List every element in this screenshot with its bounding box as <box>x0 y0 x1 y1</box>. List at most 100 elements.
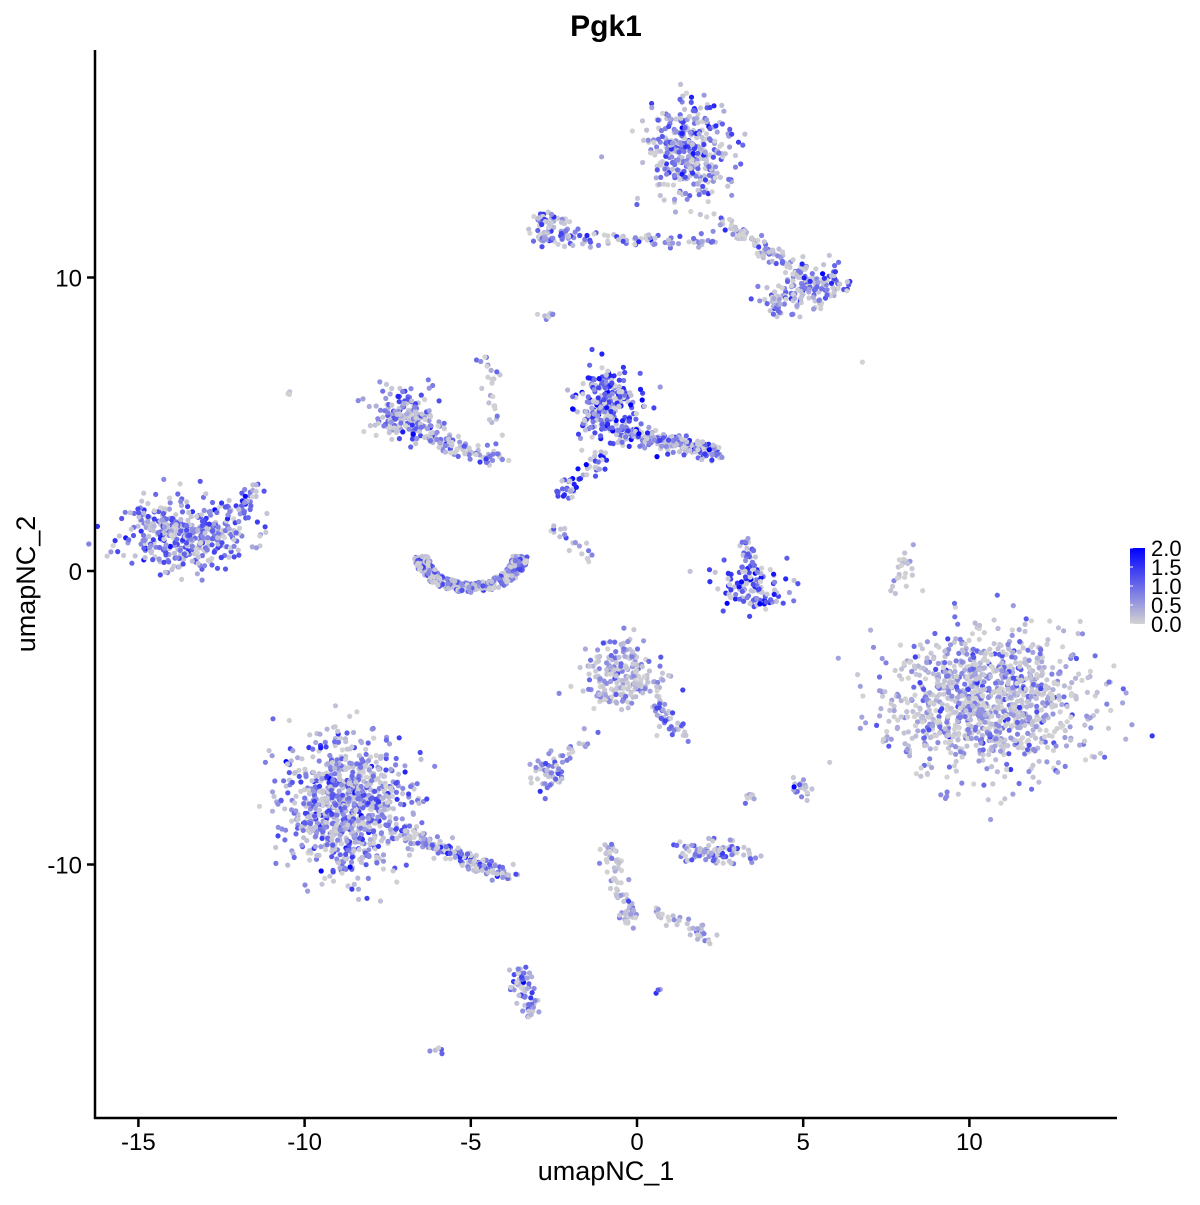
cell-point <box>939 706 945 712</box>
cell-point <box>993 667 1000 674</box>
cell-point <box>584 399 590 405</box>
cell-point <box>387 391 393 397</box>
cell-point <box>1057 658 1063 664</box>
cell-point <box>892 667 898 674</box>
cell-point <box>206 521 212 527</box>
cell-point <box>917 680 923 686</box>
cell-point <box>673 116 679 122</box>
cell-point <box>1003 671 1009 677</box>
cell-point <box>721 557 727 563</box>
cell-point <box>1069 680 1075 686</box>
cell-point <box>1017 639 1023 645</box>
cell-point <box>513 871 519 877</box>
cell-point <box>325 761 331 767</box>
cell-point <box>346 795 352 801</box>
cell-point <box>789 311 795 318</box>
cell-point <box>1022 660 1028 666</box>
cell-point <box>347 864 353 870</box>
cell-point <box>352 839 358 845</box>
cell-point <box>371 828 377 834</box>
cell-point <box>688 99 694 105</box>
cell-point <box>651 405 657 411</box>
cell-point <box>432 567 438 573</box>
cell-point <box>197 478 203 484</box>
cell-point <box>403 862 409 868</box>
cell-point <box>709 189 715 195</box>
cell-point <box>286 717 292 724</box>
cell-point <box>415 840 421 846</box>
cell-point <box>389 385 395 392</box>
cell-point <box>1082 757 1089 763</box>
cell-point <box>381 807 387 813</box>
cell-point <box>1050 747 1057 754</box>
cell-point <box>344 838 350 844</box>
cell-point <box>319 835 325 842</box>
cell-point <box>408 783 414 790</box>
cell-point <box>587 424 594 430</box>
cell-point <box>131 510 137 516</box>
cell-point <box>393 762 399 768</box>
cell-point <box>1056 693 1062 699</box>
cell-point <box>209 499 216 506</box>
cell-point <box>828 273 835 279</box>
cell-point <box>419 820 425 826</box>
cell-point <box>605 421 611 427</box>
cell-point <box>1007 663 1014 669</box>
cell-point <box>307 820 313 827</box>
cell-point <box>710 238 716 244</box>
cell-point <box>1026 742 1032 748</box>
cell-point <box>714 451 721 457</box>
cell-point <box>194 550 200 556</box>
cell-point <box>998 737 1004 743</box>
cell-point <box>273 844 279 851</box>
cell-point <box>905 729 912 735</box>
cell-point <box>652 241 658 247</box>
cell-point <box>796 274 802 280</box>
cell-point <box>835 655 841 661</box>
cell-point <box>490 393 496 400</box>
cell-point <box>1123 690 1129 696</box>
cell-point <box>770 247 776 253</box>
cell-point <box>157 572 163 578</box>
cell-point <box>409 799 415 805</box>
cell-point <box>104 553 110 559</box>
cell-point <box>664 150 670 156</box>
cell-point <box>310 746 316 752</box>
cell-point <box>1004 761 1010 767</box>
cell-point <box>166 559 172 565</box>
cell-point <box>400 400 407 407</box>
cell-point <box>644 436 650 442</box>
cell-point <box>588 657 594 663</box>
cell-point <box>366 852 372 859</box>
cell-point <box>359 815 366 821</box>
cell-point <box>904 746 910 753</box>
cell-point <box>644 127 650 133</box>
cell-point <box>1030 746 1037 753</box>
cell-point <box>939 701 945 707</box>
cell-point <box>619 389 625 395</box>
cell-point <box>506 457 512 463</box>
cell-point <box>663 161 670 167</box>
cell-point <box>411 829 417 836</box>
cell-point <box>422 416 428 422</box>
cell-point <box>219 500 225 506</box>
cell-point <box>686 239 692 245</box>
cell-point <box>490 870 496 876</box>
cell-point <box>231 516 237 522</box>
cell-point <box>649 430 655 436</box>
cell-point <box>680 445 687 451</box>
cell-point <box>482 354 488 360</box>
cell-point <box>665 237 672 243</box>
cell-point <box>1094 708 1100 714</box>
cell-point <box>462 451 468 457</box>
cell-point <box>1073 693 1079 699</box>
cell-point <box>350 729 357 736</box>
cell-point <box>169 566 175 573</box>
cell-point <box>620 238 626 244</box>
cell-point <box>877 713 883 719</box>
cell-point <box>360 758 366 764</box>
cell-point <box>633 416 639 422</box>
cell-point <box>657 192 663 199</box>
cell-point <box>1149 733 1155 739</box>
cell-point <box>929 764 935 771</box>
